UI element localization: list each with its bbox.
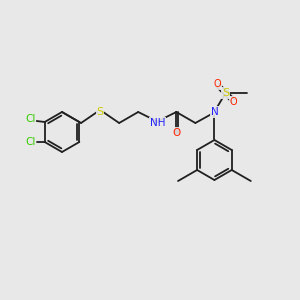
- Text: Cl: Cl: [26, 137, 36, 147]
- Text: NH: NH: [149, 118, 165, 128]
- Text: O: O: [230, 97, 237, 107]
- Text: O: O: [172, 128, 180, 138]
- Text: N: N: [211, 107, 218, 117]
- Text: S: S: [97, 107, 104, 117]
- Text: O: O: [214, 79, 221, 89]
- Text: Cl: Cl: [26, 114, 36, 124]
- Text: S: S: [222, 88, 229, 98]
